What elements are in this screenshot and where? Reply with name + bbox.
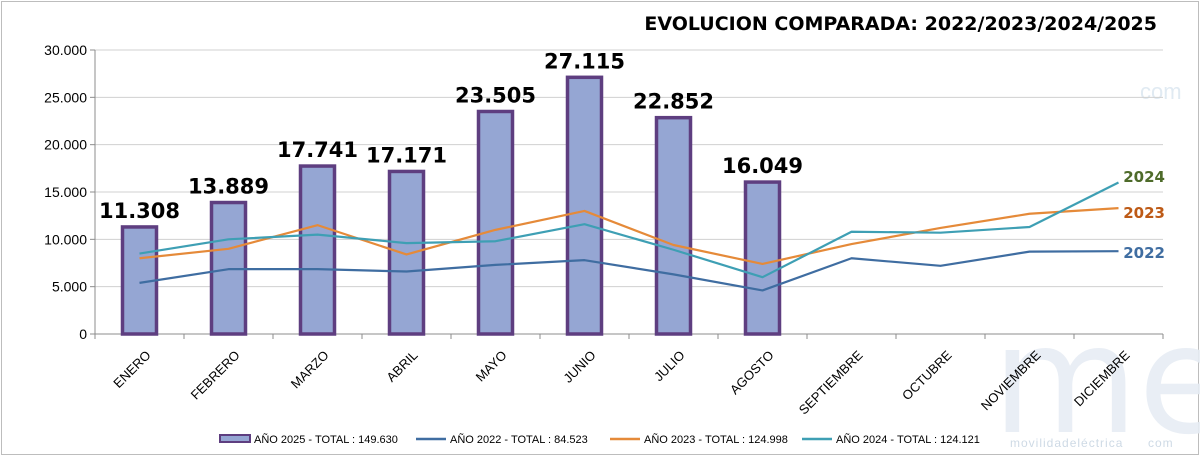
y-tick-label: 5.000 bbox=[52, 279, 87, 295]
legend-label-2022: AÑO 2022 - TOTAL : 84.523 bbox=[450, 433, 588, 446]
y-axis: 0 5.000 10.000 15.000 20.000 25.000 30.000 bbox=[44, 42, 96, 342]
bar bbox=[387, 169, 426, 336]
watermark-logo-letters: me bbox=[992, 294, 1200, 456]
series-end-labels: 2022 2023 2024 bbox=[1123, 168, 1165, 262]
y-tick-label: 0 bbox=[79, 326, 87, 342]
grid bbox=[95, 49, 1163, 288]
y-tick-label: 25.000 bbox=[44, 89, 87, 105]
bar-data-label: 22.852 bbox=[633, 90, 714, 114]
y-tick-label: 15.000 bbox=[44, 184, 87, 200]
line-series-2024 bbox=[139, 181, 1119, 279]
bar-data-label: 17.741 bbox=[277, 138, 358, 162]
bar-data-label: 23.505 bbox=[455, 83, 536, 107]
watermark-text: movilidadeléctrica bbox=[1010, 436, 1123, 450]
bar-data-label: 16.049 bbox=[722, 154, 803, 178]
bar bbox=[476, 109, 515, 336]
end-label-2022: 2022 bbox=[1123, 244, 1165, 262]
bar bbox=[654, 115, 693, 336]
y-tick-label: 10.000 bbox=[44, 231, 87, 247]
watermark-logo: me movilidadeléctrica com com bbox=[992, 79, 1200, 456]
bar bbox=[743, 180, 782, 336]
bar-data-label: 27.115 bbox=[544, 49, 625, 73]
bar-data-label: 17.171 bbox=[366, 143, 447, 167]
line-series-2022 bbox=[139, 250, 1119, 292]
watermark-dotcom-top: com bbox=[1140, 79, 1182, 104]
watermark-dotcom: com bbox=[1148, 436, 1174, 450]
y-tick-label: 20.000 bbox=[44, 137, 87, 153]
bar-data-label: 11.308 bbox=[99, 199, 180, 223]
end-label-2023: 2023 bbox=[1123, 204, 1165, 222]
bar-data-label: 13.889 bbox=[188, 175, 269, 199]
end-label-2024: 2024 bbox=[1123, 168, 1165, 186]
chart-title: EVOLUCION COMPARADA: 2022/2023/2024/2025 bbox=[644, 13, 1157, 35]
legend-label-2023: AÑO 2023 - TOTAL : 124.998 bbox=[644, 433, 788, 446]
y-tick-label: 30.000 bbox=[44, 42, 87, 58]
bar bbox=[565, 75, 604, 336]
bar-data-labels: 11.308 13.889 17.741 17.171 23.505 27.115 22.8… bbox=[99, 49, 803, 223]
line-series-2023 bbox=[139, 206, 1119, 266]
legend: AÑO 2025 - TOTAL : 149.630 AÑO 2022 - TOT… bbox=[219, 433, 980, 446]
legend-swatch-2025 bbox=[219, 434, 251, 443]
bar bbox=[298, 164, 337, 336]
legend-label-2025: AÑO 2025 - TOTAL : 149.630 bbox=[254, 433, 398, 446]
legend-label-2024: AÑO 2024 - TOTAL : 124.121 bbox=[836, 433, 980, 446]
lines bbox=[139, 181, 1119, 292]
